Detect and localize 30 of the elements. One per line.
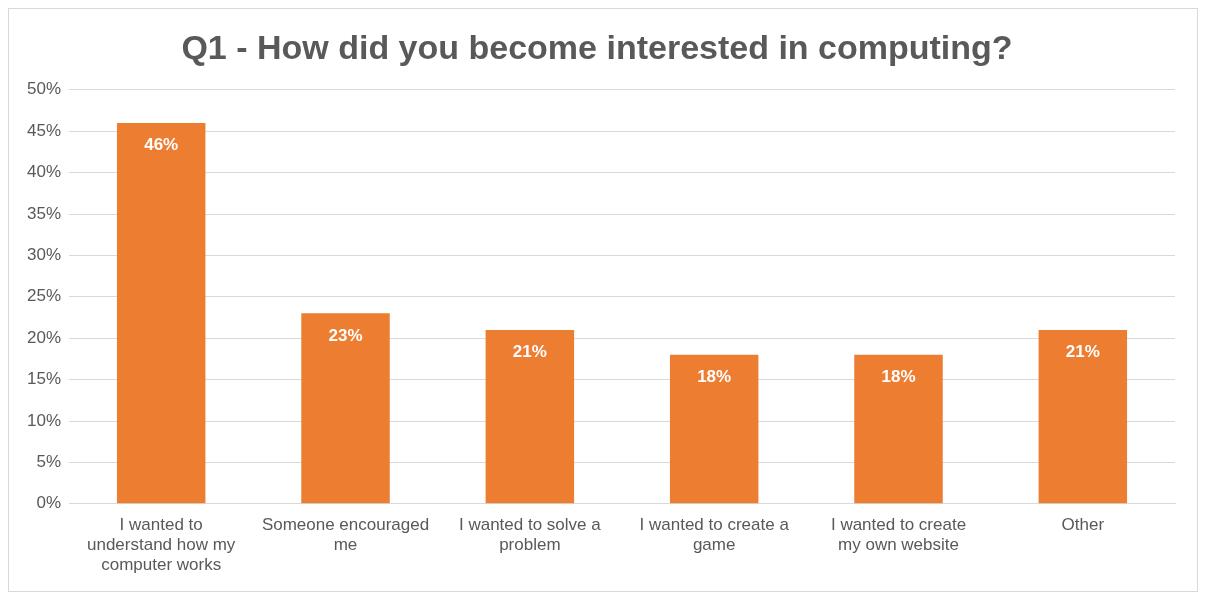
x-tick-label: I wanted to solve a problem — [458, 514, 602, 555]
bar — [669, 354, 759, 504]
x-tick-label: I wanted to create my own website — [830, 514, 967, 555]
y-tick-label: 10% — [26, 410, 62, 430]
y-tick-label: 40% — [26, 162, 62, 182]
y-tick-label: 0% — [36, 493, 62, 513]
y-tick-label: 50% — [26, 79, 62, 99]
data-label: 21% — [512, 342, 547, 362]
chart-title: Q1 - How did you become interested in computing? — [181, 27, 1013, 66]
bar — [485, 329, 575, 504]
data-label: 18% — [697, 366, 732, 386]
data-label: 21% — [1065, 342, 1100, 362]
x-tick-label: Someone encouraged me — [261, 514, 430, 555]
y-tick-label: 20% — [26, 327, 62, 347]
bar — [1038, 329, 1128, 504]
x-tick-label: I wanted to create a game — [639, 514, 790, 555]
y-tick-label: 30% — [26, 245, 62, 265]
bar — [116, 122, 206, 504]
y-tick-label: 45% — [26, 120, 62, 140]
y-tick-label: 5% — [36, 452, 62, 472]
x-tick-label: I wanted to understand how my computer works — [87, 514, 236, 575]
y-tick-label: 15% — [26, 369, 62, 389]
data-label: 46% — [144, 135, 179, 155]
data-label: 18% — [881, 366, 916, 386]
bar — [854, 354, 943, 504]
y-tick-label: 35% — [26, 203, 62, 223]
bar — [301, 313, 390, 504]
x-tick-label: Other — [1061, 514, 1105, 534]
y-tick-label: 25% — [26, 286, 62, 306]
data-label: 23% — [328, 325, 363, 345]
